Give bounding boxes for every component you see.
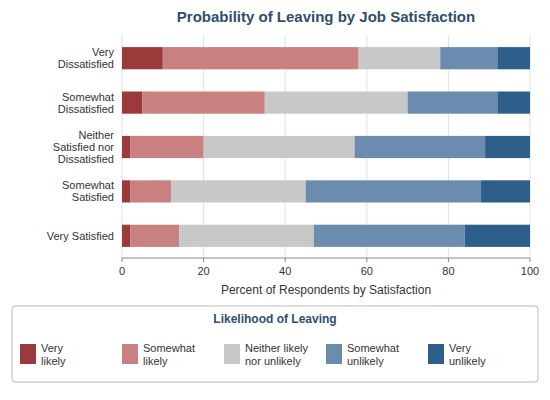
category-label: SomewhatDissatisfied xyxy=(58,91,114,115)
bar-segment xyxy=(465,225,530,247)
legend-label: Somewhatlikely xyxy=(143,342,195,367)
tick-mark xyxy=(366,258,367,262)
title: Probability of Leaving by Job Satisfacti… xyxy=(177,8,475,25)
x-axis-line xyxy=(122,258,530,259)
tick-mark xyxy=(530,258,531,262)
bar-segment xyxy=(497,47,530,69)
bar-segment xyxy=(130,225,179,247)
bar-segment xyxy=(130,180,171,202)
bar-segment xyxy=(122,47,163,69)
bar-segment xyxy=(359,47,441,69)
category-label: Very Satisfied xyxy=(47,230,114,242)
bar-segment xyxy=(130,136,203,158)
background xyxy=(0,0,550,400)
bar-segment xyxy=(481,180,530,202)
bars xyxy=(122,47,530,247)
tick-label: 100 xyxy=(521,265,539,277)
legend-box xyxy=(12,306,538,382)
legend-swatch xyxy=(20,344,36,364)
tick-mark xyxy=(203,258,204,262)
bar-segment xyxy=(355,136,486,158)
bar-segment xyxy=(122,92,142,114)
bar-segment xyxy=(122,225,130,247)
bar-segment xyxy=(485,136,530,158)
bar-segment xyxy=(163,47,359,69)
legend-label: Neither likelynor unlikely xyxy=(245,342,308,367)
bar-segment xyxy=(265,92,408,114)
category-label: VeryDissatisfied xyxy=(58,46,115,70)
bar-segment xyxy=(122,180,130,202)
tick-label: 60 xyxy=(361,265,373,277)
bar-segment xyxy=(314,225,465,247)
bar-segment xyxy=(204,136,355,158)
bar-segment xyxy=(142,92,264,114)
chart-container: Probability of Leaving by Job Satisfacti… xyxy=(0,0,550,400)
category-label: SomewhatSatisfied xyxy=(62,179,114,203)
tick-label: 0 xyxy=(119,265,125,277)
bar-segment xyxy=(440,47,497,69)
legend: Likelihood of Leaving Verylikely Somewhatl… xyxy=(12,306,538,382)
tick-label: 40 xyxy=(279,265,291,277)
tick-mark xyxy=(448,258,449,262)
legend-swatch xyxy=(122,344,138,364)
tick-label: 20 xyxy=(197,265,209,277)
bar-segment xyxy=(179,225,314,247)
legend-label: Somewhatunlikely xyxy=(347,342,399,367)
bar-segment xyxy=(306,180,481,202)
legend-label: Veryunlikely xyxy=(449,342,486,367)
legend-label: Verylikely xyxy=(41,342,66,367)
chart: Probability of Leaving by Job Satisfacti… xyxy=(0,0,550,400)
tick-mark xyxy=(285,258,286,262)
bar-segment xyxy=(497,92,530,114)
tick-label: 80 xyxy=(442,265,454,277)
legend-swatch xyxy=(326,344,342,364)
bar-segment xyxy=(122,136,130,158)
tick-mark xyxy=(122,258,123,262)
legend-title: Likelihood of Leaving xyxy=(213,312,336,326)
legend-swatch xyxy=(428,344,444,364)
bar-segment xyxy=(408,92,498,114)
category-label: NeitherSatisfied norDissatisfied xyxy=(53,129,114,165)
bar-segment xyxy=(171,180,306,202)
x-axis-label: Percent of Respondents by Satisfaction xyxy=(221,283,431,297)
legend-swatch xyxy=(224,344,240,364)
